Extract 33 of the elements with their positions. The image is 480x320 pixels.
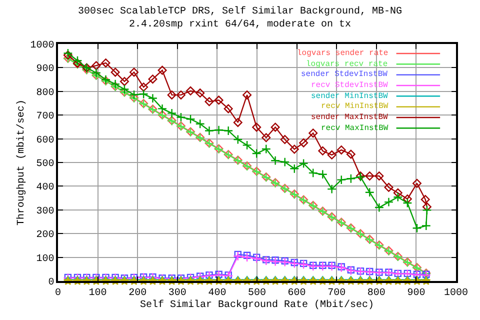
y-tick-label: 600 bbox=[36, 135, 54, 146]
y-tick-label: 1000 bbox=[30, 40, 54, 52]
x-tick-label: 800 bbox=[367, 288, 386, 299]
x-tick-label: 200 bbox=[128, 288, 147, 299]
text: recv StdevInstBW bbox=[311, 81, 388, 90]
x-tick-label: 1000 bbox=[444, 288, 468, 299]
x-tick-label: 100 bbox=[88, 288, 107, 299]
x-axis-title: Self Similar Background Rate (Mbit/sec) bbox=[140, 298, 374, 311]
text: sender StdevInstBW bbox=[301, 70, 388, 79]
text: logvars sender rate bbox=[297, 49, 388, 58]
y-tick-label: 500 bbox=[36, 159, 54, 170]
y-axis-title: Throughput (mbit/sec) bbox=[16, 99, 28, 226]
text: logvars recv rate bbox=[306, 60, 388, 69]
y-tick-label: 800 bbox=[36, 88, 54, 99]
text: sender MinInstBW bbox=[311, 92, 388, 101]
text: recv MaxInstBW bbox=[321, 124, 388, 133]
x-tick-label: 400 bbox=[208, 288, 226, 299]
x-tick-label: 600 bbox=[288, 288, 306, 299]
y-tick-label: 0 bbox=[48, 278, 54, 288]
y-tick-label: 400 bbox=[36, 182, 54, 194]
y-tick-label: 100 bbox=[36, 254, 54, 265]
x-tick-label: 900 bbox=[407, 288, 426, 299]
y-tick-label: 200 bbox=[36, 230, 54, 242]
y-tick-label: 900 bbox=[36, 64, 54, 76]
x-tick-label: 300 bbox=[168, 288, 186, 299]
y-tick-label: 300 bbox=[36, 206, 54, 218]
series-label: sender MaxInstBW bbox=[311, 113, 388, 122]
y-tick-label: 700 bbox=[36, 112, 54, 123]
chart-title: 300sec ScalableTCP DRS, Self Similar Background, MB-NG 2.4.20smp rxint 64/64, moderate on tx bbox=[78, 5, 402, 30]
x-tick-label: 500 bbox=[248, 288, 266, 299]
x-tick-label: 700 bbox=[328, 288, 346, 299]
text: recv MinInstBW bbox=[321, 102, 388, 111]
x-tick-label: 0 bbox=[54, 288, 62, 299]
